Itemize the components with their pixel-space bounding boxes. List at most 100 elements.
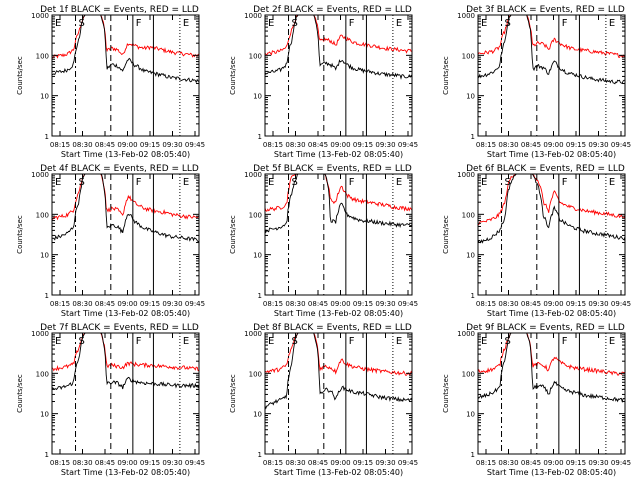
plot-area (265, 15, 412, 136)
x-ticks: 08:15 08:30 08:45 09:00 09:15 09:30 09:45 (50, 15, 205, 149)
x-tick-label: 09:30 (162, 141, 182, 149)
event-letter: F (562, 177, 568, 188)
x-tick-label: 09:45 (398, 300, 418, 308)
plot-frame (51, 332, 200, 455)
event-letter: E (609, 18, 615, 29)
x-tick-label: 08:45 (95, 459, 115, 467)
x-tick-label: 09:30 (588, 141, 608, 149)
y-tick-label: 1 (45, 451, 49, 459)
event-letter: E (55, 336, 61, 347)
event-markers (501, 333, 607, 454)
x-tick-label: 09:15 (566, 300, 586, 308)
panel-title: Det 4f BLACK = Events, RED = LLD (40, 164, 199, 174)
x-tick-label: 08:15 (50, 459, 70, 467)
y-tick-label: 100 (36, 370, 49, 378)
lld-series-line (52, 333, 199, 372)
x-ticks: 08:15 08:30 08:45 09:00 09:15 09:30 09:45 (476, 333, 631, 467)
event-letter: S (291, 177, 297, 188)
y-axis-label: Counts/sec (16, 215, 24, 254)
events-series-line (478, 174, 625, 244)
x-tick-label: 08:45 (95, 141, 115, 149)
y-tick-label: 100 (462, 211, 475, 219)
y-ticks: 1 10 100 1000 (31, 330, 199, 459)
y-tick-label: 1000 (31, 171, 49, 179)
x-tick-label: 09:15 (140, 300, 160, 308)
event-letter: S (504, 18, 510, 29)
event-letter: E (396, 336, 402, 347)
event-letter: F (349, 177, 355, 188)
event-letter: E (609, 177, 615, 188)
y-tick-label: 10 (253, 252, 262, 260)
plot-frame (51, 173, 200, 296)
y-tick-label: 100 (36, 211, 49, 219)
x-tick-label: 08:30 (285, 141, 305, 149)
y-tick-label: 100 (249, 370, 262, 378)
plot-frame (477, 173, 626, 296)
y-tick-label: 1000 (457, 12, 475, 20)
panel-det-7: Det 7f BLACK = Events, RED = LLD Counts/s… (16, 323, 205, 477)
y-axis-label: Counts/sec (16, 374, 24, 413)
lld-series-line (265, 15, 412, 56)
y-tick-label: 10 (466, 93, 475, 101)
y-tick-label: 100 (249, 52, 262, 60)
panel-title: Det 7f BLACK = Events, RED = LLD (40, 323, 199, 333)
x-tick-label: 08:15 (476, 300, 496, 308)
x-tick-label: 09:00 (117, 141, 137, 149)
x-tick-label: 09:00 (330, 141, 350, 149)
plot-frame (264, 332, 413, 455)
panel-det-9: Det 9f BLACK = Events, RED = LLD Counts/s… (442, 323, 631, 477)
y-ticks: 1 10 100 1000 (244, 330, 412, 459)
x-tick-label: 08:45 (95, 300, 115, 308)
x-tick-label: 09:15 (140, 459, 160, 467)
x-axis-label: Start Time (13-Feb-02 08:05:40) (487, 309, 616, 318)
event-markers (501, 15, 607, 136)
x-tick-label: 09:45 (398, 459, 418, 467)
panel-title: Det 9f BLACK = Events, RED = LLD (466, 323, 625, 333)
panel-det-2: Det 2f BLACK = Events, RED = LLD Counts/s… (229, 5, 418, 159)
event-letter: F (562, 18, 568, 29)
x-tick-label: 09:45 (185, 300, 205, 308)
x-tick-label: 09:30 (588, 300, 608, 308)
y-tick-label: 1 (471, 451, 475, 459)
x-tick-label: 09:30 (588, 459, 608, 467)
x-ticks: 08:15 08:30 08:45 09:00 09:15 09:30 09:45 (263, 333, 418, 467)
y-ticks: 1 10 100 1000 (31, 171, 199, 300)
panel-det-6: Det 6f BLACK = Events, RED = LLD Counts/s… (442, 164, 631, 318)
x-axis-label: Start Time (13-Feb-02 08:05:40) (61, 309, 190, 318)
event-letter: F (349, 18, 355, 29)
y-tick-label: 1000 (457, 330, 475, 338)
x-tick-label: 08:15 (263, 141, 283, 149)
plot-area (52, 15, 199, 136)
x-axis-label: Start Time (13-Feb-02 08:05:40) (274, 309, 403, 318)
y-tick-label: 1 (258, 451, 262, 459)
x-tick-label: 08:15 (476, 459, 496, 467)
event-letter: S (291, 336, 297, 347)
y-tick-label: 1000 (244, 12, 262, 20)
plot-area (265, 333, 412, 454)
x-tick-label: 08:30 (498, 459, 518, 467)
y-tick-label: 10 (40, 93, 49, 101)
event-letter: E (396, 18, 402, 29)
x-tick-label: 09:15 (566, 459, 586, 467)
x-tick-label: 09:30 (375, 141, 395, 149)
x-axis-label: Start Time (13-Feb-02 08:05:40) (61, 468, 190, 477)
x-tick-label: 08:45 (521, 300, 541, 308)
panel-det-3: Det 3f BLACK = Events, RED = LLD Counts/s… (442, 5, 631, 159)
x-tick-label: 09:45 (185, 459, 205, 467)
y-tick-label: 10 (253, 411, 262, 419)
plot-area (52, 174, 199, 295)
y-tick-label: 100 (249, 211, 262, 219)
y-tick-label: 1 (258, 133, 262, 141)
x-tick-label: 09:45 (398, 141, 418, 149)
event-letter: E (183, 177, 189, 188)
x-tick-label: 09:00 (543, 459, 563, 467)
y-tick-label: 10 (40, 252, 49, 260)
event-letter: E (481, 18, 487, 29)
plot-area (265, 174, 412, 295)
event-letter: E (183, 336, 189, 347)
x-tick-label: 09:30 (162, 459, 182, 467)
x-axis-label: Start Time (13-Feb-02 08:05:40) (487, 150, 616, 159)
y-axis-label: Counts/sec (16, 56, 24, 95)
events-series-line (52, 15, 199, 84)
